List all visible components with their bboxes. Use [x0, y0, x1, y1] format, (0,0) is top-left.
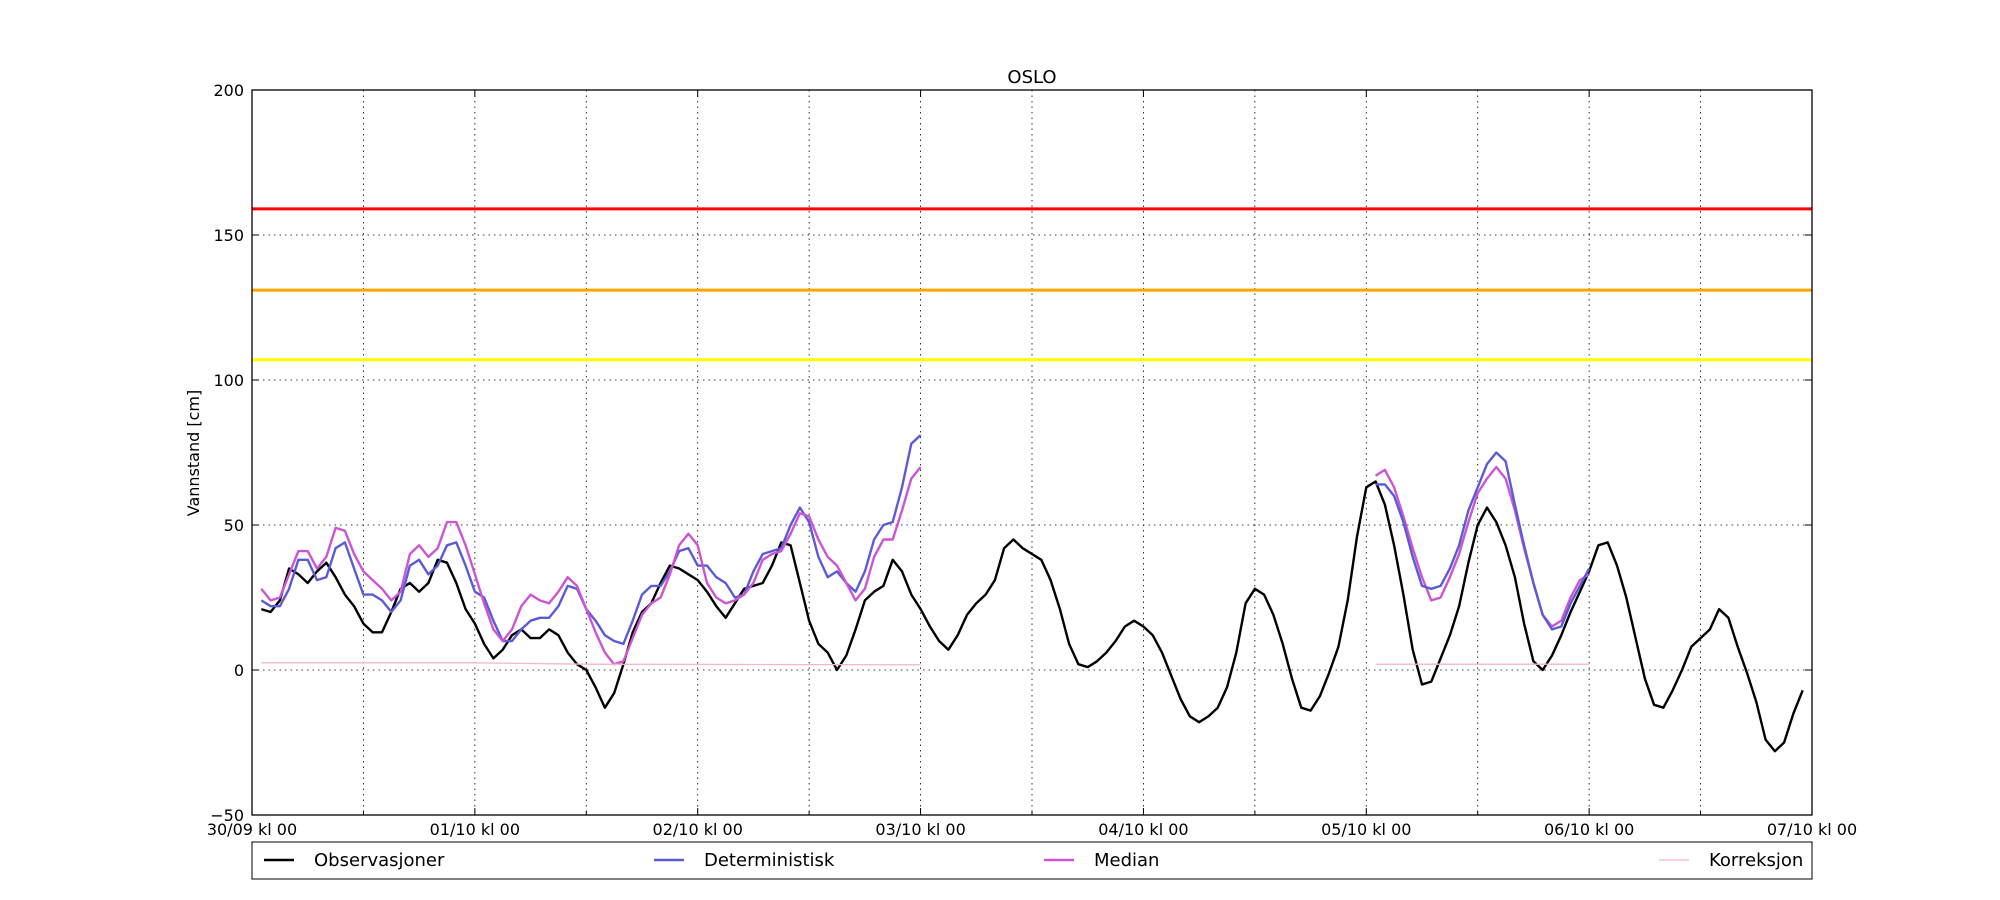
- x-tick-label: 04/10 kl 00: [1098, 820, 1188, 839]
- grid: [252, 90, 1812, 815]
- threshold-lines: [252, 207, 1812, 362]
- x-tick-label: 01/10 kl 00: [430, 820, 520, 839]
- legend-label: Korreksjon: [1709, 850, 1803, 871]
- y-tick-label: 100: [213, 371, 244, 390]
- series-line-deterministisk-2: [1375, 451, 1591, 631]
- legend-label: Median: [1094, 850, 1159, 871]
- series-lines: [260, 434, 1804, 753]
- legend-label: Deterministisk: [704, 850, 835, 871]
- x-tick-label: 02/10 kl 00: [653, 820, 743, 839]
- series-line-observasjoner: [260, 480, 1804, 753]
- series-line-median: [260, 465, 1590, 666]
- series-line-korreksjon: [261, 662, 1590, 666]
- legend-box: [251, 841, 1813, 880]
- x-tick-label: 03/10 kl 00: [875, 820, 965, 839]
- x-tick-label: 07/10 kl 00: [1767, 820, 1857, 839]
- y-tick-label: 0: [234, 661, 244, 680]
- legend-label: Observasjoner: [314, 850, 445, 871]
- series-line-deterministisk: [260, 434, 922, 646]
- axis-ticks: −50 0 50 100 150 200 30/09 kl 00 01/10 kl 00 02/…: [207, 81, 1857, 839]
- y-tick-label: 50: [224, 516, 244, 535]
- x-tick-label: 06/10 kl 00: [1544, 820, 1634, 839]
- legend: Observasjoner Deterministisk Median Korreks…: [251, 841, 1813, 880]
- y-tick-label: 150: [213, 226, 244, 245]
- x-tick-label: 05/10 kl 00: [1321, 820, 1411, 839]
- x-tick-label: 30/09 kl 00: [207, 820, 297, 839]
- chart-title: OSLO: [1007, 67, 1056, 88]
- y-tick-label: 200: [213, 81, 244, 100]
- y-tick-label: −50: [210, 806, 244, 825]
- y-axis-label: Vannstand [cm]: [184, 390, 203, 516]
